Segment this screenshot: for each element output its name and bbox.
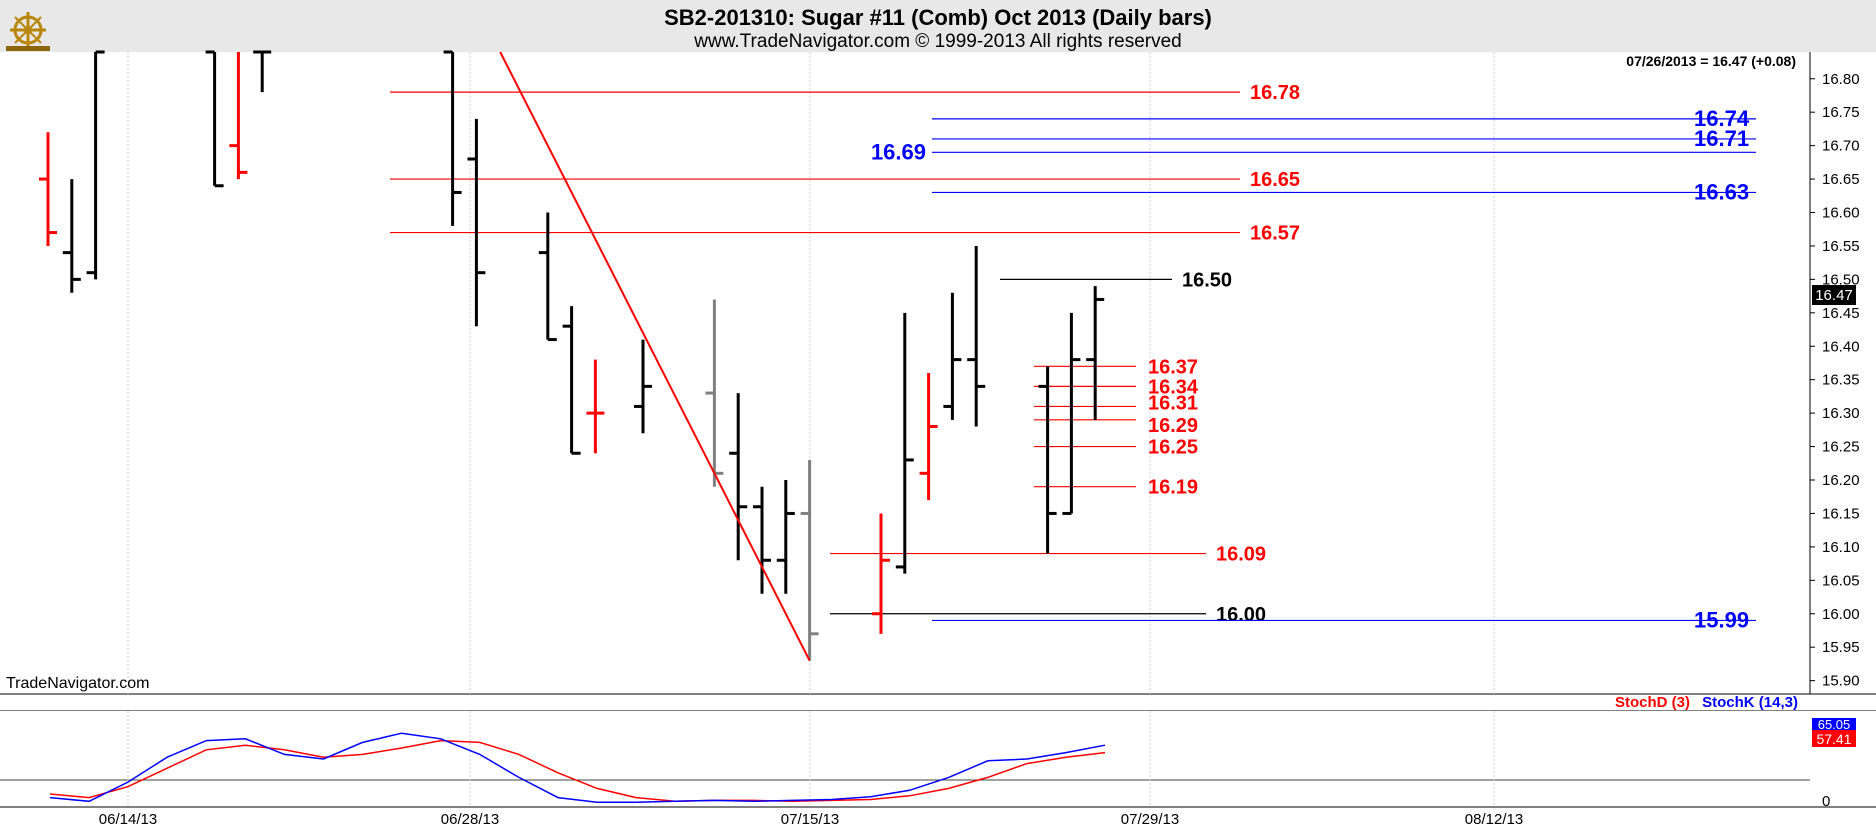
- ohlc-bar: [729, 393, 748, 561]
- stochk-last-tag-box: [1812, 718, 1856, 730]
- y-tick-label: 16.05: [1822, 572, 1860, 589]
- price-level-label: 16.69: [871, 139, 926, 164]
- price-level-label: 16.57: [1250, 223, 1300, 245]
- stochd-last-tag: 57.41: [1816, 731, 1851, 747]
- y-tick-label: 16.15: [1822, 505, 1860, 522]
- chart-subtitle: www.TradeNavigator.com © 1999-2013 All r…: [694, 31, 1182, 52]
- y-tick-label: 16.35: [1822, 372, 1860, 389]
- y-tick-label: 16.60: [1822, 205, 1860, 222]
- stochk-last-tag: 65.05: [1818, 717, 1851, 732]
- ohlc-bar: [229, 52, 248, 180]
- ohlc-bar: [586, 359, 605, 454]
- price-level-label: 16.50: [1182, 269, 1232, 291]
- price-level-label: 16.09: [1216, 544, 1266, 566]
- y-tick-label: 16.65: [1822, 171, 1860, 188]
- ohlc-bar: [967, 245, 986, 427]
- ohlc-bar: [753, 486, 771, 594]
- price-level-label: 16.74: [1694, 106, 1750, 131]
- x-tick-label: 06/28/13: [441, 811, 499, 828]
- price-level-label: 16.29: [1148, 415, 1198, 437]
- y-tick-label: 16.40: [1822, 338, 1860, 355]
- ohlc-bar: [1086, 286, 1105, 420]
- ohlc-bar: [634, 339, 652, 434]
- ohlc-bar: [253, 50, 272, 93]
- stochastic-panel: [0, 711, 1876, 807]
- price-level-label: 16.63: [1694, 179, 1749, 204]
- ohlc-bar: [538, 212, 557, 342]
- ohlc-bar: [895, 312, 914, 574]
- price-level-label: 16.34: [1148, 376, 1199, 398]
- watermark: TradeNavigator.com: [6, 675, 150, 692]
- ohlc-bar: [39, 132, 57, 246]
- price-level-label: 16.00: [1216, 604, 1266, 626]
- y-tick-label: 16.50: [1822, 271, 1860, 288]
- y-tick-label: 16.30: [1822, 405, 1860, 422]
- y-tick-label: 16.80: [1822, 71, 1860, 88]
- y-tick-label: 16.00: [1822, 606, 1860, 623]
- ohlc-bar: [1038, 366, 1057, 554]
- ohlc-bar: [86, 50, 105, 280]
- ohlc-bar: [943, 292, 962, 420]
- stochd-legend: StochD (3): [1615, 694, 1690, 711]
- ohlc-bar: [800, 459, 819, 661]
- y-tick-label: 16.20: [1822, 472, 1860, 489]
- y-tick-label: 16.45: [1822, 305, 1860, 322]
- x-tick-label: 07/29/13: [1121, 811, 1179, 828]
- y-tick-label: 16.70: [1822, 138, 1860, 155]
- price-level-label: 16.25: [1148, 437, 1198, 459]
- price-level-label: 16.31: [1148, 392, 1198, 414]
- x-tick-label: 08/12/13: [1465, 811, 1523, 828]
- panel-separator: [0, 694, 1876, 712]
- chart-header: SB2-201310: Sugar #11 (Comb) Oct 2013 (D…: [0, 0, 1876, 52]
- trendline: [499, 51, 811, 662]
- chart-title: SB2-201310: Sugar #11 (Comb) Oct 2013 (D…: [664, 5, 1212, 30]
- y-tick-label: 16.10: [1822, 539, 1860, 556]
- price-level-label: 16.65: [1250, 169, 1300, 191]
- stochd-last-tag-box: [1812, 730, 1856, 747]
- ohlc-bar: [62, 179, 81, 293]
- ohlc-bar: [562, 306, 581, 455]
- stochk-legend: StochK (14,3): [1702, 694, 1798, 711]
- x-tick-label: 07/15/13: [781, 811, 839, 828]
- ohlc-bar: [919, 373, 938, 501]
- ohlc-bar: [1062, 312, 1081, 515]
- y-tick-label: 16.55: [1822, 238, 1860, 255]
- stochastic-series-line: [49, 732, 1106, 803]
- ship-wheel-logo-icon: [6, 12, 50, 51]
- x-tick-label: 06/14/13: [99, 811, 157, 828]
- last-quote-label: 07/26/2013 = 16.47 (+0.08): [1626, 53, 1796, 69]
- last-price-tag: 16.47: [1815, 287, 1853, 304]
- price-level-label: 16.19: [1148, 477, 1198, 499]
- y-tick-label: 16.25: [1822, 439, 1860, 456]
- ohlc-bar: [467, 118, 486, 327]
- last-price-tag-box: [1812, 285, 1856, 305]
- price-level-label: 16.37: [1148, 356, 1198, 378]
- stoch-axis-tick-0: 0: [1822, 793, 1830, 810]
- ohlc-bar: [776, 480, 795, 594]
- y-tick-label: 15.90: [1822, 673, 1860, 690]
- ohlc-bar: [705, 299, 724, 487]
- ohlc-bar: [872, 513, 890, 634]
- y-tick-label: 15.95: [1822, 639, 1860, 656]
- price-level-label: 16.71: [1694, 126, 1749, 151]
- price-axis-panel: [1810, 52, 1876, 694]
- price-level-label: 16.78: [1250, 82, 1300, 104]
- ohlc-bar: [443, 50, 462, 226]
- y-tick-label: 16.75: [1822, 104, 1860, 121]
- ohlc-bar: [205, 50, 224, 188]
- stochastic-series-line: [49, 739, 1106, 803]
- price-level-label: 15.99: [1694, 607, 1749, 632]
- date-axis: [0, 807, 1876, 828]
